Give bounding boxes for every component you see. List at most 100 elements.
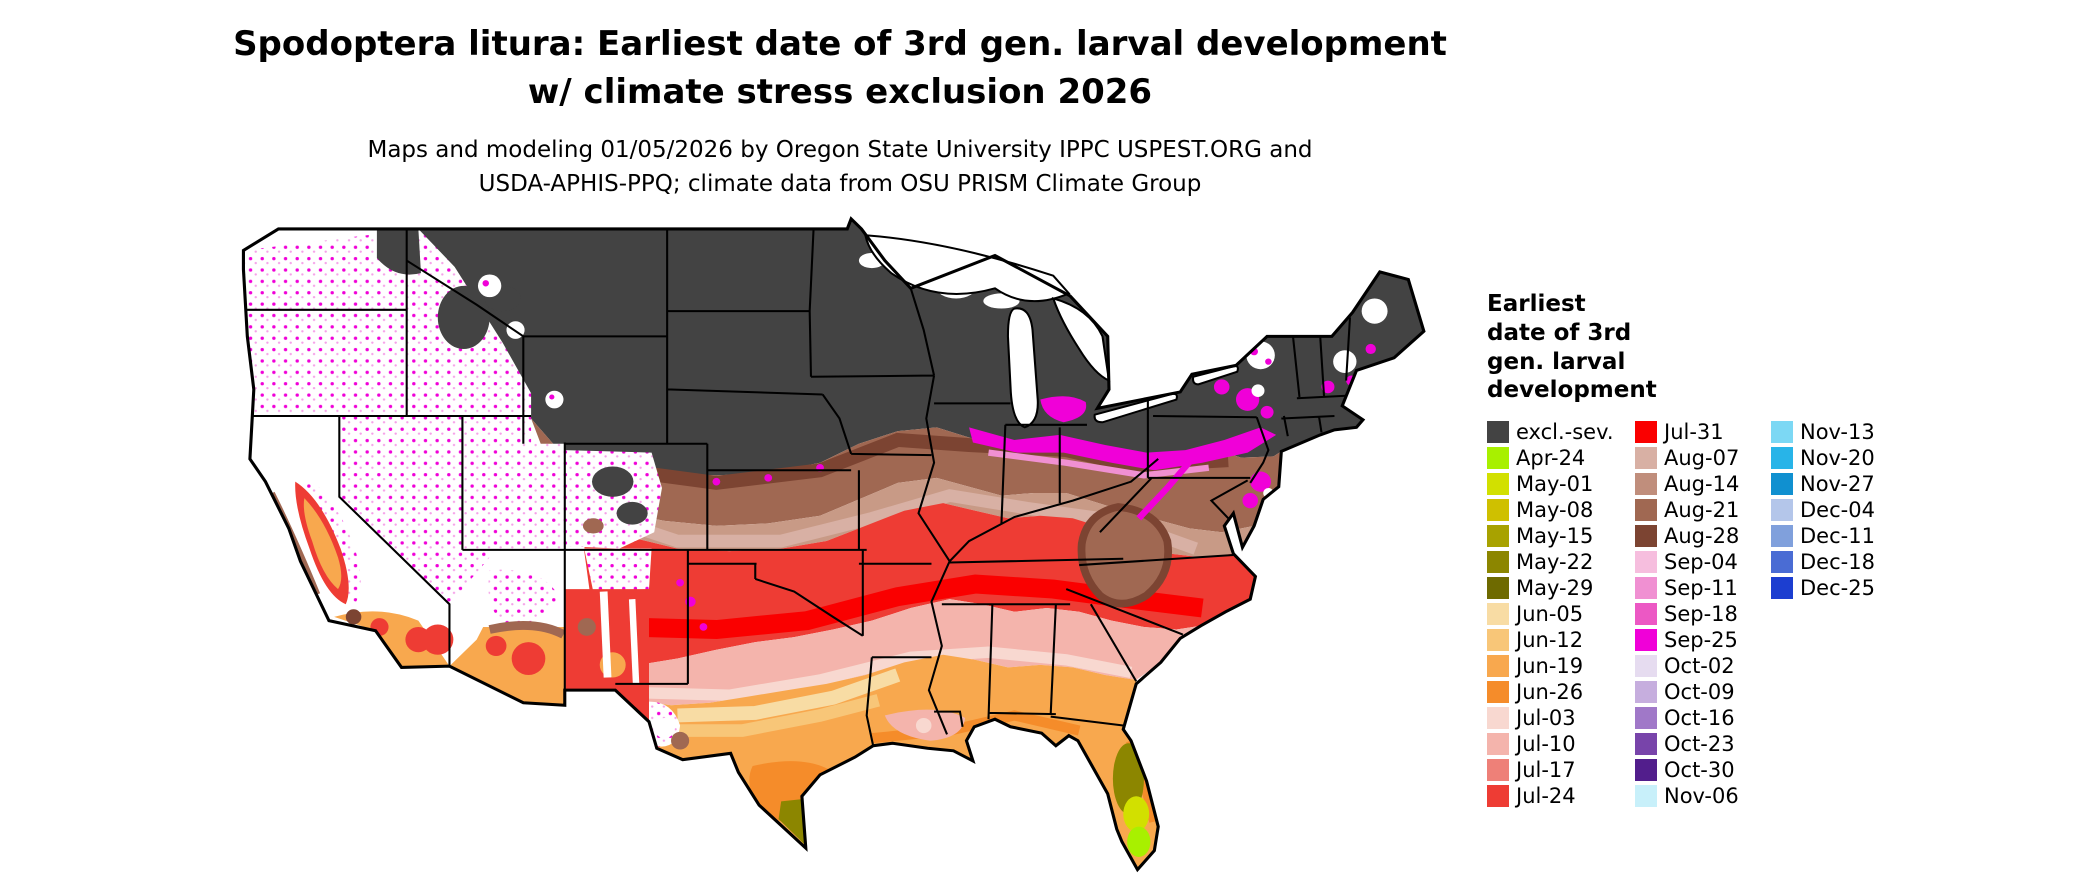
legend-label: May-29 — [1516, 576, 1594, 600]
legend-label: Jun-12 — [1516, 628, 1584, 652]
legend-item: Nov-27 — [1771, 471, 1911, 497]
legend-swatch — [1487, 525, 1509, 547]
legend-item: Aug-14 — [1635, 471, 1771, 497]
legend-item: Nov-13 — [1771, 419, 1911, 445]
legend-item: Sep-04 — [1635, 549, 1771, 575]
us-outline — [241, 216, 1426, 873]
legend-item: Jun-05 — [1487, 601, 1635, 627]
state-borders — [244, 228, 1352, 746]
legend-swatch — [1487, 707, 1509, 729]
legend-item: Sep-25 — [1635, 627, 1771, 653]
legend-title-line4: development — [1487, 377, 1657, 404]
legend-swatch — [1487, 603, 1509, 625]
legend-column: Jul-31 Aug-07 Aug-14 Aug-21 Aug-28 Sep-04 Sep-… — [1635, 419, 1771, 809]
legend-item: Oct-30 — [1635, 757, 1771, 783]
legend-swatch — [1635, 785, 1657, 807]
legend-title-line1: Earliest — [1487, 291, 1586, 317]
legend-swatch — [1771, 551, 1793, 573]
legend-column: excl.-sev. Apr-24 May-01 May-08 May-15 May-22… — [1487, 419, 1635, 809]
legend-item: Jul-03 — [1487, 705, 1635, 731]
legend-item: Oct-16 — [1635, 705, 1771, 731]
legend-item: Sep-18 — [1635, 601, 1771, 627]
legend-swatch — [1635, 681, 1657, 703]
legend-label: Jun-19 — [1516, 654, 1584, 678]
legend-label: May-22 — [1516, 550, 1594, 574]
legend-label: Sep-04 — [1664, 550, 1738, 574]
legend-swatch — [1487, 577, 1509, 599]
legend-label: Aug-28 — [1664, 524, 1740, 548]
legend-item: May-01 — [1487, 471, 1635, 497]
legend-label: Aug-07 — [1664, 446, 1740, 470]
legend-item: Aug-28 — [1635, 523, 1771, 549]
legend-item: Oct-23 — [1635, 731, 1771, 757]
legend-swatch — [1487, 551, 1509, 573]
legend-title: Earliest date of 3rd gen. larval develop… — [1487, 290, 2067, 405]
legend-swatch — [1635, 447, 1657, 469]
legend-item: Apr-24 — [1487, 445, 1635, 471]
lake-michigan — [1006, 307, 1039, 429]
legend-label: Oct-16 — [1664, 706, 1735, 730]
legend-swatch — [1487, 499, 1509, 521]
legend-label: excl.-sev. — [1516, 420, 1614, 444]
legend-item: Aug-07 — [1635, 445, 1771, 471]
legend-label: Oct-02 — [1664, 654, 1735, 678]
legend-label: Dec-11 — [1800, 524, 1875, 548]
legend-swatch — [1487, 473, 1509, 495]
legend-item: Oct-09 — [1635, 679, 1771, 705]
us-map — [224, 210, 1442, 886]
legend-swatch — [1635, 473, 1657, 495]
legend-item: excl.-sev. — [1487, 419, 1635, 445]
legend: Earliest date of 3rd gen. larval develop… — [1487, 290, 2067, 809]
legend-label: Dec-18 — [1800, 550, 1875, 574]
legend-label: Jun-05 — [1516, 602, 1584, 626]
legend-swatch — [1635, 603, 1657, 625]
us-map-svg — [241, 216, 1426, 873]
legend-swatch — [1487, 681, 1509, 703]
legend-item: May-29 — [1487, 575, 1635, 601]
legend-swatch — [1635, 499, 1657, 521]
legend-column: Nov-13 Nov-20 Nov-27 Dec-04 Dec-11 Dec-18 Dec-… — [1771, 419, 1911, 601]
legend-label: Oct-23 — [1664, 732, 1735, 756]
legend-item: Aug-21 — [1635, 497, 1771, 523]
legend-item: Dec-18 — [1771, 549, 1911, 575]
legend-title-line2: date of 3rd — [1487, 319, 1632, 346]
legend-swatch — [1487, 759, 1509, 781]
legend-item: Nov-20 — [1771, 445, 1911, 471]
legend-item: Jul-31 — [1635, 419, 1771, 445]
legend-label: Nov-27 — [1800, 472, 1875, 496]
legend-swatch — [1635, 421, 1657, 443]
legend-swatch — [1635, 629, 1657, 651]
legend-label: Sep-25 — [1664, 628, 1738, 652]
legend-label: Dec-04 — [1800, 498, 1875, 522]
legend-swatch — [1487, 785, 1509, 807]
subtitle: Maps and modeling 01/05/2026 by Oregon S… — [0, 133, 1680, 202]
legend-item: Jul-10 — [1487, 731, 1635, 757]
legend-item: Dec-25 — [1771, 575, 1911, 601]
legend-swatch — [1487, 421, 1509, 443]
legend-label: Jul-24 — [1516, 784, 1576, 808]
legend-label: Sep-18 — [1664, 602, 1738, 626]
legend-label: Sep-11 — [1664, 576, 1738, 600]
legend-swatch — [1771, 473, 1793, 495]
page-title-line2: w/ climate stress exclusion 2026 — [527, 72, 1153, 113]
lake-huron — [1051, 296, 1111, 383]
title-block: Spodoptera litura: Earliest date of 3rd … — [0, 20, 1680, 202]
legend-swatch — [1771, 499, 1793, 521]
subtitle-line2: USDA-APHIS-PPQ; climate data from OSU PR… — [478, 171, 1202, 198]
legend-swatch — [1635, 551, 1657, 573]
legend-label: Oct-30 — [1664, 758, 1735, 782]
legend-swatch — [1771, 421, 1793, 443]
legend-label: May-01 — [1516, 472, 1594, 496]
legend-label: Aug-21 — [1664, 498, 1740, 522]
legend-item: Dec-11 — [1771, 523, 1911, 549]
legend-item: Sep-11 — [1635, 575, 1771, 601]
page-title-line1: Spodoptera litura: Earliest date of 3rd … — [233, 24, 1447, 64]
legend-label: Oct-09 — [1664, 680, 1735, 704]
legend-swatch — [1487, 447, 1509, 469]
legend-swatch — [1487, 733, 1509, 755]
legend-item: Jun-26 — [1487, 679, 1635, 705]
legend-title-line3: gen. larval — [1487, 348, 1626, 375]
legend-label: Nov-20 — [1800, 446, 1875, 470]
legend-label: Jul-31 — [1664, 420, 1724, 444]
legend-swatch — [1771, 577, 1793, 599]
